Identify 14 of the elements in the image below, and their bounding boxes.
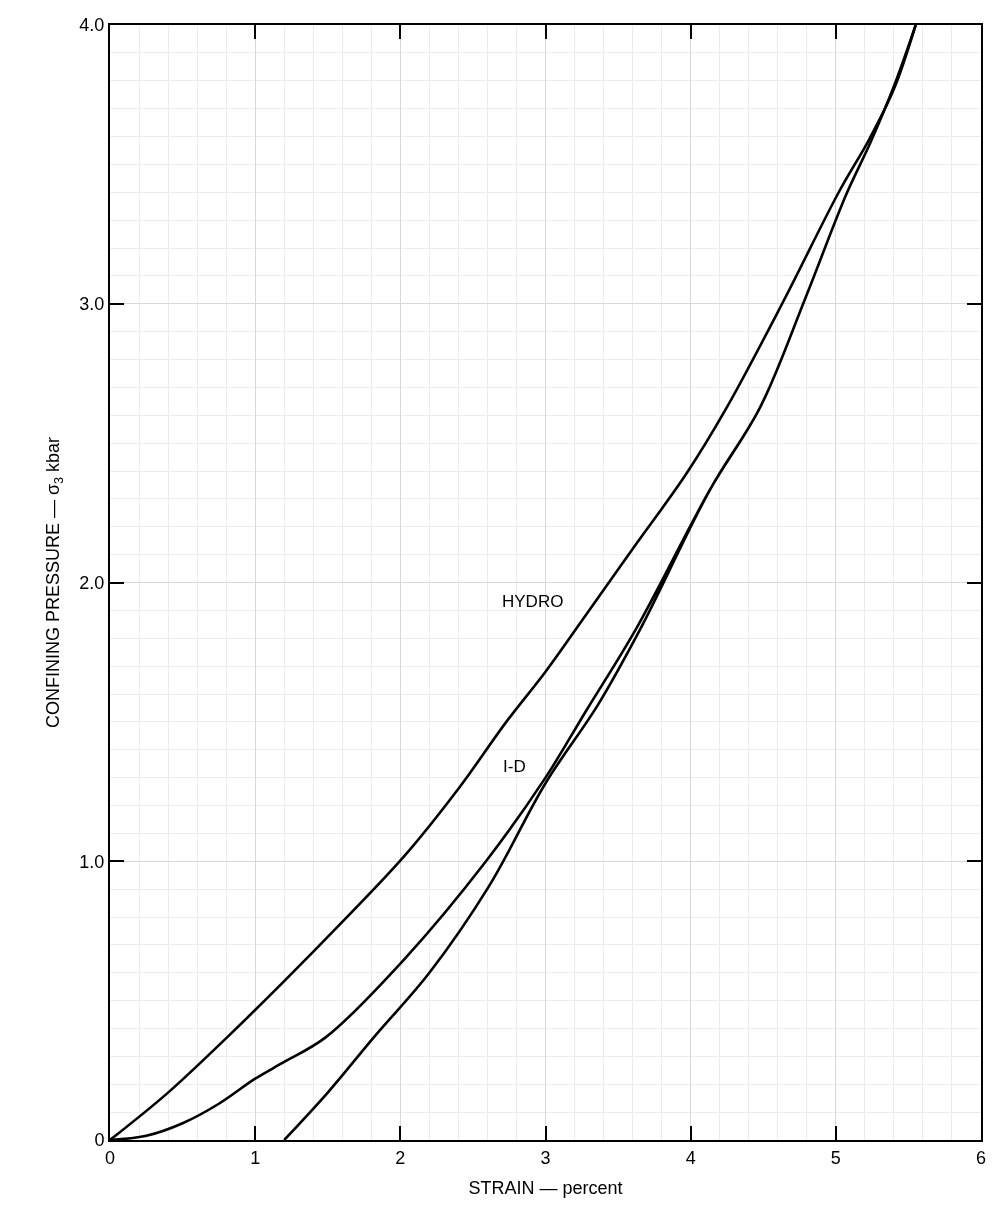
- x-tick-label: 6: [975, 1147, 987, 1168]
- x-tick-label: 4: [685, 1147, 696, 1168]
- series-label: I-D: [503, 757, 526, 776]
- series-label: HYDRO: [502, 592, 564, 611]
- y-tick-label: 2.0: [79, 572, 105, 593]
- y-tick-label: 4.0: [79, 15, 105, 36]
- y-tick-label: 3.0: [79, 294, 105, 315]
- x-tick-label: 1: [250, 1147, 261, 1168]
- y-tick-label: 0: [94, 1130, 105, 1151]
- x-tick-label: 5: [830, 1147, 841, 1168]
- y-tick-label: 1.0: [79, 851, 105, 872]
- x-axis-title: STRAIN — percent: [468, 1178, 623, 1199]
- x-tick-label: 2: [395, 1147, 406, 1168]
- x-tick-label: 3: [540, 1147, 551, 1168]
